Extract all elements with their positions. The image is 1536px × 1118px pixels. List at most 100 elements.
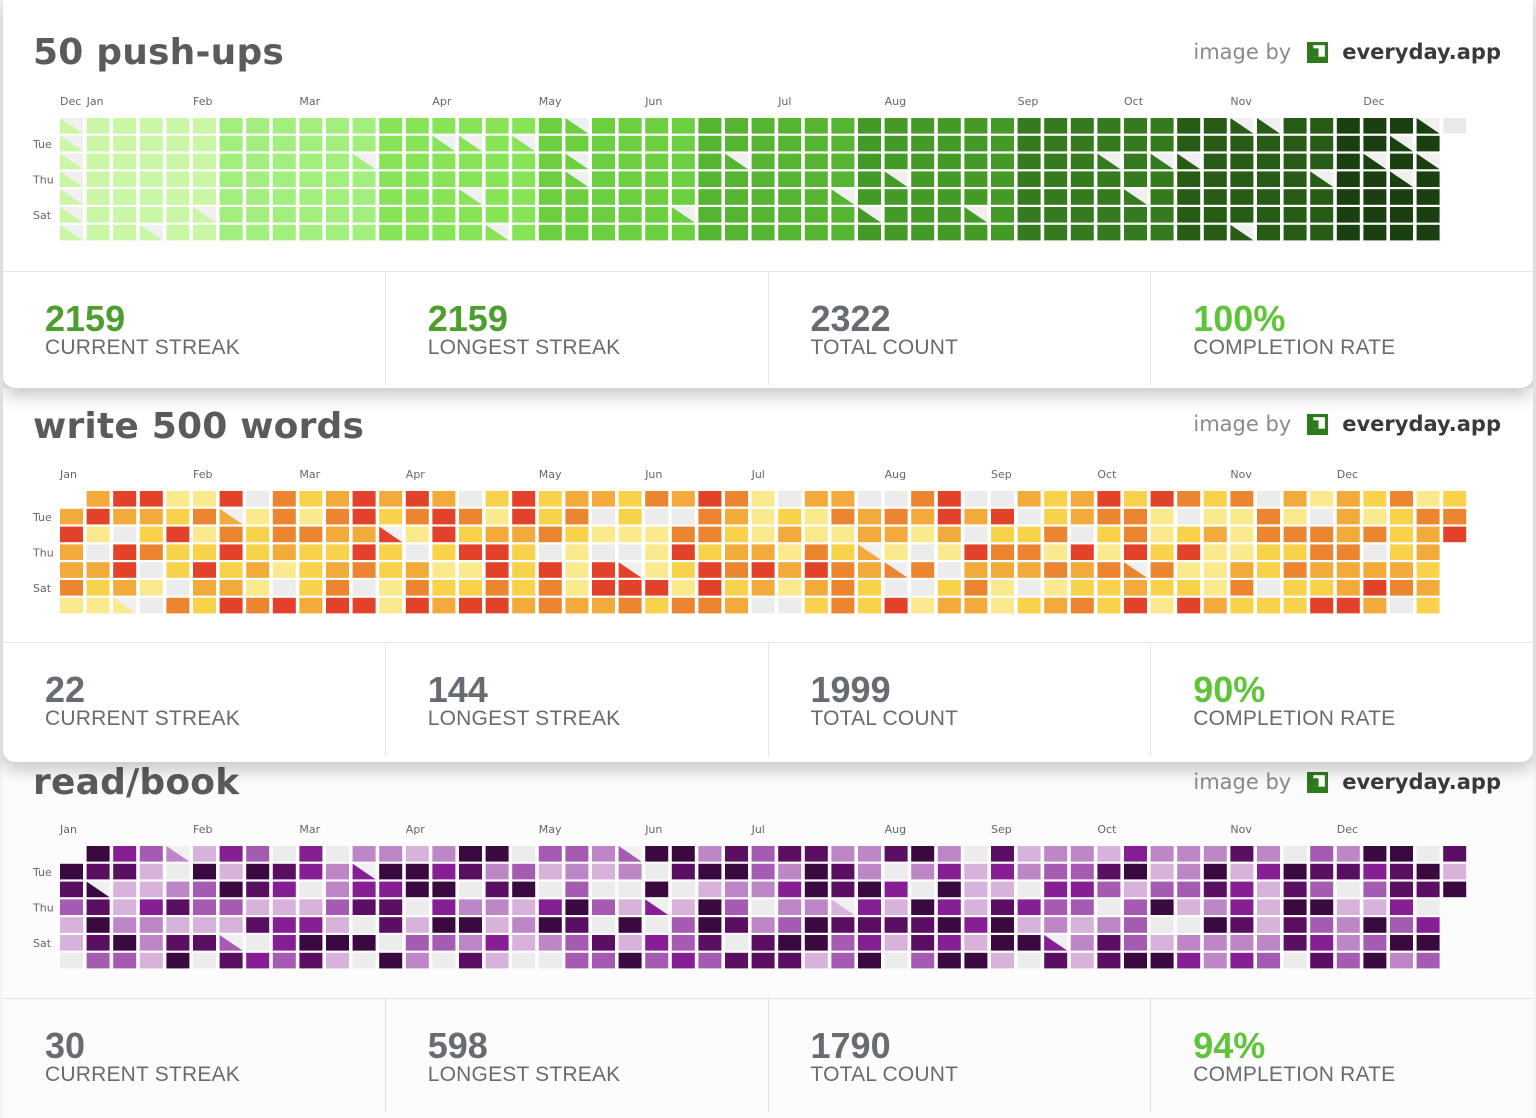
day-cell bbox=[698, 917, 722, 933]
month-label: Jun bbox=[644, 95, 662, 108]
day-cell bbox=[1310, 189, 1334, 205]
day-cell-partial bbox=[1230, 118, 1254, 134]
month-label: Dec bbox=[1337, 468, 1358, 481]
day-cell bbox=[964, 881, 988, 898]
month-label: Dec bbox=[1337, 823, 1358, 836]
day-cell bbox=[326, 189, 349, 205]
day-cell bbox=[405, 224, 429, 241]
stat-label: LONGEST STREAK bbox=[427, 707, 621, 730]
day-cell bbox=[565, 846, 589, 862]
day-cell bbox=[804, 153, 828, 170]
day-cell bbox=[1070, 508, 1094, 525]
day-cell bbox=[166, 508, 190, 525]
day-cell bbox=[592, 118, 615, 134]
day-cell bbox=[964, 544, 988, 560]
day-cell bbox=[219, 544, 243, 560]
day-cell bbox=[459, 562, 482, 578]
day-cell bbox=[1150, 118, 1174, 134]
day-cell bbox=[299, 935, 323, 951]
day-cell bbox=[1124, 207, 1147, 223]
day-cell bbox=[1416, 224, 1440, 241]
day-cell bbox=[60, 952, 83, 969]
month-label: May bbox=[539, 468, 562, 481]
day-cell bbox=[538, 508, 562, 525]
day-cell bbox=[113, 952, 137, 969]
day-cell bbox=[1363, 171, 1387, 187]
day-cell bbox=[592, 224, 615, 241]
image-credit[interactable]: image by everyday.app bbox=[1193, 770, 1501, 794]
day-cell bbox=[1097, 207, 1121, 223]
day-cell bbox=[1283, 526, 1307, 543]
day-cell bbox=[831, 526, 855, 543]
day-cell bbox=[405, 189, 429, 205]
habit-title: write 500 words bbox=[33, 406, 365, 447]
day-cell bbox=[1390, 153, 1413, 170]
day-cell bbox=[246, 526, 270, 543]
day-cell bbox=[991, 508, 1014, 525]
day-cell bbox=[379, 935, 403, 951]
day-cell bbox=[565, 952, 589, 969]
day-cell bbox=[858, 153, 881, 170]
day-cell bbox=[725, 171, 748, 187]
day-cell bbox=[60, 881, 83, 898]
day-cell bbox=[592, 597, 615, 614]
day-cell bbox=[432, 207, 456, 223]
day-cell bbox=[86, 118, 110, 134]
day-cell bbox=[512, 863, 536, 880]
day-cell bbox=[645, 118, 669, 134]
day-cell bbox=[246, 846, 270, 862]
day-cell bbox=[538, 580, 562, 596]
day-cell bbox=[937, 118, 961, 134]
day-cell bbox=[1017, 544, 1041, 560]
day-cell bbox=[592, 189, 615, 205]
day-cell bbox=[1150, 171, 1174, 187]
day-cell bbox=[1177, 491, 1201, 507]
day-cell bbox=[405, 153, 429, 170]
day-cell bbox=[1097, 189, 1121, 205]
day-cell bbox=[219, 881, 243, 898]
day-cell bbox=[1390, 189, 1413, 205]
day-cell bbox=[1257, 597, 1280, 614]
day-cell bbox=[139, 899, 163, 915]
day-cell bbox=[538, 899, 562, 915]
day-cell bbox=[326, 508, 349, 525]
day-cell bbox=[911, 153, 935, 170]
day-cell bbox=[326, 118, 349, 134]
day-cell bbox=[512, 881, 536, 898]
image-credit[interactable]: image by everyday.app bbox=[1193, 40, 1501, 64]
day-cell bbox=[86, 899, 110, 915]
day-cell bbox=[139, 597, 163, 614]
day-cell bbox=[352, 917, 376, 933]
day-cell bbox=[911, 863, 935, 880]
day-cell bbox=[485, 935, 509, 951]
day-cell bbox=[1416, 189, 1440, 205]
day-cell-partial bbox=[1310, 171, 1334, 187]
day-cell bbox=[831, 224, 855, 241]
image-credit[interactable]: image by everyday.app bbox=[1193, 412, 1501, 436]
day-cell bbox=[166, 935, 190, 951]
day-cell bbox=[911, 118, 935, 134]
day-cell bbox=[1310, 597, 1334, 614]
day-cell bbox=[1390, 846, 1413, 862]
day-cell bbox=[1310, 118, 1334, 134]
day-cell bbox=[1390, 935, 1413, 951]
day-cell bbox=[352, 899, 376, 915]
day-cell bbox=[272, 207, 296, 223]
day-cell bbox=[459, 952, 482, 969]
day-cell bbox=[858, 935, 881, 951]
day-cell bbox=[565, 544, 589, 560]
day-cell bbox=[326, 863, 349, 880]
day-cell bbox=[60, 597, 83, 614]
day-cell bbox=[778, 881, 802, 898]
day-cell bbox=[778, 899, 802, 915]
day-cell bbox=[1070, 562, 1094, 578]
day-cell bbox=[379, 846, 403, 862]
day-cell bbox=[858, 899, 881, 915]
day-cell bbox=[352, 562, 376, 578]
day-cell bbox=[1177, 118, 1201, 134]
day-cell bbox=[937, 935, 961, 951]
day-cell bbox=[645, 171, 669, 187]
day-cell bbox=[219, 952, 243, 969]
day-cell bbox=[884, 952, 908, 969]
day-cell bbox=[166, 863, 190, 880]
